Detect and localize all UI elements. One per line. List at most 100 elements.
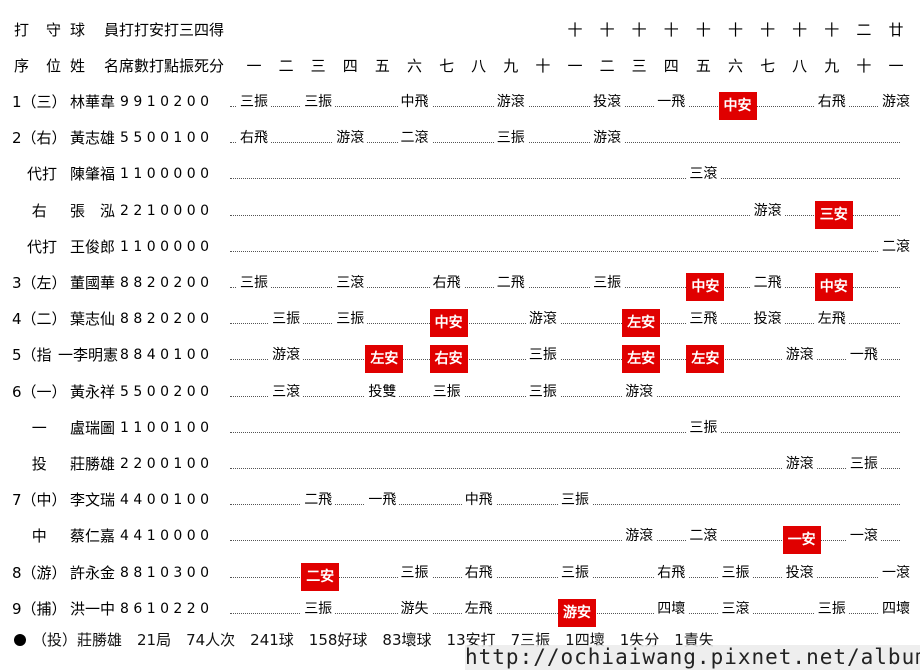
batting-order-position: 右 bbox=[12, 201, 47, 220]
inning-header: 一 bbox=[567, 57, 583, 75]
play-result: 三振 bbox=[397, 562, 432, 583]
play-result: 三滾 bbox=[269, 381, 304, 402]
table-row: 7（中） 李文瑞 4 4 0 0 1 0 0 二飛 一飛 中飛 三振 bbox=[0, 490, 920, 511]
play-result: 投滾 bbox=[750, 309, 785, 330]
table-row: 8（游） 許永金 8 8 1 0 3 0 0 二安 三振 右飛 三振 右飛 三振 投滾 一滾 bbox=[0, 562, 920, 591]
inning-header: 七 bbox=[439, 57, 455, 75]
play-result: 二飛 bbox=[750, 273, 785, 293]
player-stats: 4 4 1 0 0 0 0 bbox=[120, 528, 210, 545]
hit-result: 一安 bbox=[782, 526, 821, 555]
player-stats: 1 1 0 0 1 0 0 bbox=[120, 419, 210, 436]
table-row: 4（二） 葉志仙 8 8 2 0 2 0 0 三振 三振 中安 游滾 左安 三飛 投滾 左飛 bbox=[0, 309, 920, 338]
play-result: 中飛 bbox=[397, 92, 432, 112]
play-result: 三振 bbox=[686, 417, 721, 438]
table-row: 代打 王俊郎 1 1 0 0 0 0 0 二滾 bbox=[0, 236, 920, 257]
play-result: 游滾 bbox=[493, 92, 528, 112]
play-result: 三振 bbox=[269, 309, 304, 330]
table-row: 2（右） 黃志雄 5 5 0 0 1 0 0 右飛 游滾 二滾 三振 游滾 bbox=[0, 128, 920, 149]
player-name: 王俊郎 bbox=[70, 237, 116, 256]
inning-header: 五 bbox=[374, 57, 390, 75]
play-result: 三振 bbox=[590, 273, 625, 293]
play-result: 右飛 bbox=[654, 562, 689, 583]
dotted-leader bbox=[230, 321, 900, 325]
table-row: 1（三） 林華韋 9 9 1 0 2 0 0 三振 三振 中飛 游滾 投滾 一飛 中安 右飛 游滾 bbox=[0, 92, 920, 120]
play-result: 中飛 bbox=[461, 490, 496, 511]
inning-header-top: 十 bbox=[599, 21, 615, 39]
batting-order-position: 4（二） bbox=[12, 310, 67, 329]
player-name: 黃志雄 bbox=[70, 129, 116, 148]
inning-header-top: 十 bbox=[760, 21, 776, 39]
play-result: 三振 bbox=[333, 309, 368, 330]
player-stats: 1 1 0 0 0 0 0 bbox=[120, 166, 210, 183]
play-result: 左飛 bbox=[461, 598, 496, 619]
hit-result: 中安 bbox=[429, 309, 468, 338]
hit-result: 中安 bbox=[814, 273, 853, 301]
play-result: 三振 bbox=[814, 598, 849, 619]
player-stats: 2 2 1 0 0 0 0 bbox=[120, 202, 210, 219]
batting-order-position: 8（游） bbox=[12, 563, 67, 582]
play-result: 游滾 bbox=[269, 345, 304, 366]
batting-order-position: 一 bbox=[12, 418, 47, 437]
player-stats: 8 8 4 0 1 0 0 bbox=[120, 347, 210, 364]
play-result: 一滾 bbox=[846, 526, 881, 547]
header-label: 位 bbox=[46, 57, 62, 75]
hit-result: 二安 bbox=[301, 562, 340, 591]
header-label: 球 bbox=[70, 21, 86, 39]
play-result: 游滾 bbox=[590, 128, 625, 149]
player-name: 許永金 bbox=[70, 563, 116, 582]
player-stats: 8 8 2 0 2 0 0 bbox=[120, 311, 210, 328]
player-stats: 4 4 0 0 1 0 0 bbox=[120, 492, 210, 509]
table-row: 中 蔡仁嘉 4 4 1 0 0 0 0 游滾 二滾 一安 一滾 bbox=[0, 526, 920, 555]
inning-header: 三 bbox=[631, 57, 647, 75]
play-result: 三飛 bbox=[686, 309, 721, 330]
batting-order-position: 中 bbox=[12, 527, 47, 546]
inning-header: 四 bbox=[663, 57, 679, 75]
dotted-leader bbox=[230, 430, 900, 433]
play-result: 二飛 bbox=[301, 490, 336, 511]
hit-result: 中安 bbox=[686, 273, 725, 301]
play-result: 投滾 bbox=[782, 562, 817, 583]
pitcher-summary: （投）莊勝雄 21局 74人次 241球 158好球 83壞球 13安打 7三振… bbox=[14, 631, 714, 649]
batting-order-position: 1（三） bbox=[12, 93, 67, 111]
inning-header-top: 十 bbox=[663, 21, 679, 39]
dotted-leader bbox=[230, 466, 900, 469]
play-result: 三振 bbox=[525, 381, 560, 402]
inning-header: 八 bbox=[471, 57, 487, 75]
player-name: 林華韋 bbox=[70, 93, 116, 111]
inning-header: 一 bbox=[888, 57, 904, 75]
play-result: 投滾 bbox=[590, 92, 625, 112]
header-label: 員打打安打三四得 bbox=[104, 21, 225, 39]
table-row: 3（左） 董國華 8 8 2 0 2 0 0 三振 三滾 右飛 二飛 三振 中安 二飛 中安 bbox=[0, 273, 920, 301]
bullet-icon bbox=[14, 634, 26, 646]
play-result: 一飛 bbox=[846, 345, 881, 366]
dotted-leader bbox=[230, 104, 900, 107]
dotted-leader bbox=[230, 213, 900, 216]
batting-order-position: 3（左） bbox=[12, 274, 67, 292]
inning-header: 十 bbox=[535, 57, 551, 75]
dotted-leader bbox=[230, 249, 900, 252]
play-result: 三振 bbox=[558, 490, 592, 511]
hit-result: 左安 bbox=[622, 345, 661, 374]
player-name: 一李明憲 bbox=[58, 346, 119, 365]
player-name: 蔡仁嘉 bbox=[70, 527, 116, 546]
dotted-leader bbox=[230, 176, 900, 180]
play-result: 左飛 bbox=[814, 309, 849, 330]
player-stats: 5 5 0 0 1 0 0 bbox=[120, 130, 210, 147]
inning-header: 五 bbox=[695, 57, 711, 75]
header-label: 姓 bbox=[70, 57, 86, 75]
inning-header: 八 bbox=[792, 57, 808, 75]
hit-result: 游安 bbox=[558, 598, 596, 627]
play-result: 游滾 bbox=[879, 92, 913, 112]
hit-result: 左安 bbox=[622, 309, 661, 338]
batting-order-position: 2（右） bbox=[12, 129, 67, 148]
play-result: 右飛 bbox=[814, 92, 849, 112]
batting-order-position: 7（中） bbox=[12, 491, 67, 510]
batting-order-position: 投 bbox=[12, 455, 47, 473]
play-result: 二滾 bbox=[397, 128, 432, 149]
player-stats: 8 6 1 0 2 2 0 bbox=[120, 600, 210, 617]
play-result: 三振 bbox=[301, 92, 336, 112]
dotted-leader bbox=[230, 140, 900, 144]
inning-header-top: 十 bbox=[631, 21, 647, 39]
player-name: 洪一中 bbox=[70, 599, 116, 618]
watermark: http://ochiaiwang.pixnet.net/album bbox=[465, 645, 920, 670]
